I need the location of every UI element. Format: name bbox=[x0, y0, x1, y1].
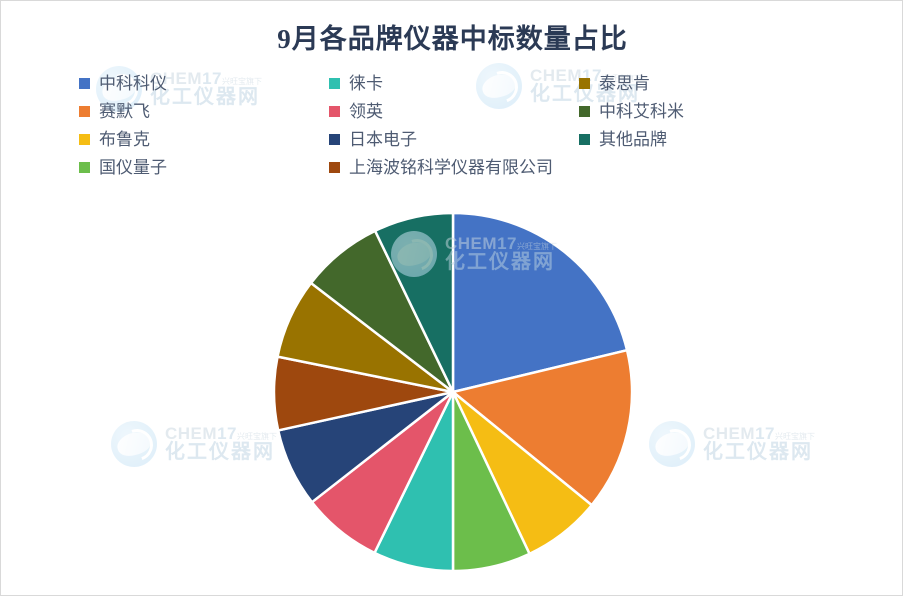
legend-item-label: 其他品牌 bbox=[599, 129, 667, 149]
watermark-brand-num: 17 bbox=[755, 423, 775, 443]
watermark-globe-icon bbox=[649, 421, 695, 467]
legend-item-label: 泰思肯 bbox=[599, 73, 650, 93]
legend-item[interactable]: 泰思肯 bbox=[579, 75, 799, 92]
watermark-brand: CHEM bbox=[703, 423, 756, 443]
legend-color-swatch bbox=[79, 133, 90, 145]
watermark-site-name: 化工仪器网 bbox=[703, 441, 813, 464]
watermark-brand-sub: 兴旺宝旗下 bbox=[236, 431, 277, 441]
pie-slice[interactable] bbox=[451, 348, 634, 507]
legend-color-swatch bbox=[329, 161, 340, 173]
legend-item-label: 领英 bbox=[349, 101, 383, 121]
legend-item[interactable]: 其他品牌 bbox=[579, 131, 799, 148]
legend-item-label: 中科艾科米 bbox=[599, 101, 684, 121]
pie-slice[interactable] bbox=[451, 211, 629, 394]
watermark-site-name: 化工仪器网 bbox=[165, 441, 275, 464]
watermark-globe-icon bbox=[111, 421, 157, 467]
legend-color-swatch bbox=[579, 133, 590, 145]
legend-item-label: 布鲁克 bbox=[99, 129, 150, 149]
legend-item[interactable]: 日本电子 bbox=[329, 131, 579, 148]
legend-item-label: 日本电子 bbox=[349, 129, 417, 149]
pie-chart-svg bbox=[272, 211, 634, 573]
legend-item-label: 赛默飞 bbox=[99, 101, 150, 121]
legend-item-label: 徕卡 bbox=[349, 73, 383, 93]
legend-item[interactable]: 中科艾科米 bbox=[579, 103, 799, 120]
legend-color-swatch bbox=[579, 105, 590, 117]
legend-item[interactable]: 布鲁克 bbox=[79, 131, 329, 148]
legend-item[interactable]: 领英 bbox=[329, 103, 579, 120]
watermark-brand-num: 17 bbox=[217, 423, 237, 443]
legend-item-label: 国仪量子 bbox=[99, 157, 167, 177]
legend-color-swatch bbox=[79, 77, 90, 89]
legend-color-swatch bbox=[79, 161, 90, 173]
watermark-brand-sub: 兴旺宝旗下 bbox=[774, 431, 815, 441]
watermark-brand: CHEM bbox=[165, 423, 218, 443]
page-title: 9月各品牌仪器中标数量占比 bbox=[277, 24, 628, 54]
legend-item-label: 上海波铭科学仪器有限公司 bbox=[349, 157, 553, 177]
legend-color-swatch bbox=[579, 77, 590, 89]
legend-item[interactable]: 上海波铭科学仪器有限公司 bbox=[329, 159, 579, 176]
pie-chart bbox=[272, 211, 634, 573]
watermark: CHEM17兴旺宝旗下 化工仪器网 bbox=[649, 421, 815, 467]
legend-item[interactable]: 国仪量子 bbox=[79, 159, 329, 176]
legend-item-label: 中科科仪 bbox=[99, 73, 167, 93]
legend-item[interactable]: 赛默飞 bbox=[79, 103, 329, 120]
legend-item[interactable]: 中科科仪 bbox=[79, 75, 329, 92]
legend-color-swatch bbox=[329, 77, 340, 89]
legend-item[interactable]: 徕卡 bbox=[329, 75, 579, 92]
chart-legend: 中科科仪 徕卡 泰思肯赛默飞 领英 中科艾科米布鲁克 日本电子 其他品牌国仪量子 上海波铭科学… bbox=[79, 69, 839, 181]
legend-color-swatch bbox=[329, 133, 340, 145]
legend-color-swatch bbox=[79, 105, 90, 117]
legend-color-swatch bbox=[329, 105, 340, 117]
watermark: CHEM17兴旺宝旗下 化工仪器网 bbox=[111, 421, 277, 467]
